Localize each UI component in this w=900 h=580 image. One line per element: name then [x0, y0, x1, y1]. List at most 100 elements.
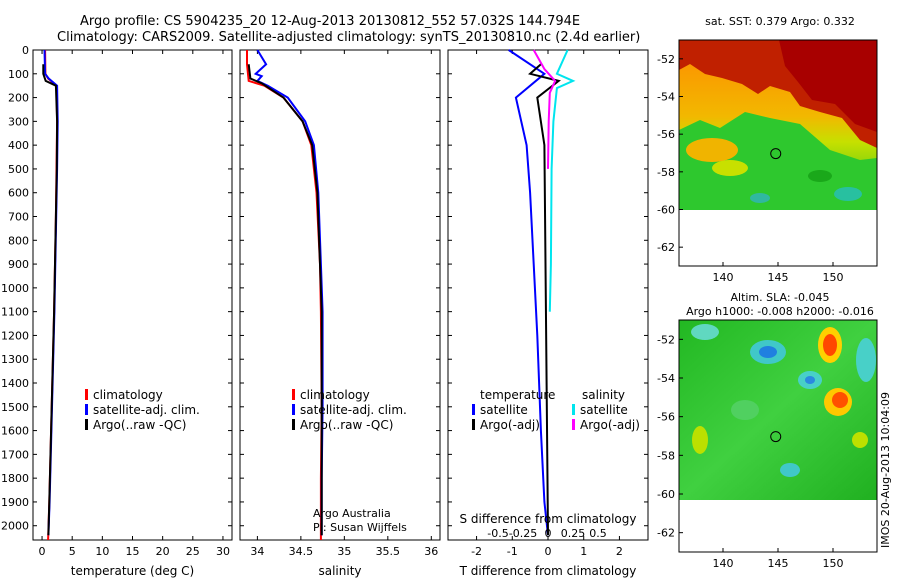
y-tick-label: 700 — [8, 211, 29, 224]
sla-map — [678, 319, 878, 553]
map-y-tick-label: -52 — [657, 53, 675, 66]
map-x-tick-label: 140 — [713, 271, 734, 284]
y-tick-label: 1800 — [1, 472, 29, 485]
legend-swatch — [292, 389, 295, 400]
y-tick-label: 1200 — [1, 329, 29, 342]
x-axis-label: salinity — [318, 564, 361, 578]
x-axis-label: temperature (deg C) — [71, 564, 194, 578]
y-tick-label: 1500 — [1, 401, 29, 414]
series-line-4 — [532, 49, 557, 169]
legend-swatch — [85, 389, 88, 400]
x-tick-label: 25 — [186, 545, 200, 558]
series-line-1 — [246, 50, 323, 540]
y-tick-label: 800 — [8, 234, 29, 247]
legend-swatch — [85, 404, 88, 415]
annotation-text: Argo Australia — [313, 507, 391, 520]
map-y-tick-label: -62 — [657, 527, 675, 540]
y-tick-label: 100 — [8, 68, 29, 81]
argo-location-marker — [770, 148, 782, 160]
x-tick-label: 0 — [545, 545, 552, 558]
y-tick-label: 2000 — [1, 520, 29, 533]
legend-swatch — [472, 404, 475, 415]
x-axis-label-secondary: S difference from climatology — [460, 512, 637, 526]
y-tick-label: 1100 — [1, 306, 29, 319]
map-x-tick-label: 140 — [713, 557, 734, 570]
annotation-text: PI: Susan Wijffels — [313, 521, 407, 534]
map-y-tick-label: -54 — [657, 372, 675, 385]
series-line-1 — [508, 49, 549, 536]
x-tick-label: -2 — [471, 545, 482, 558]
x-tick-label: 36 — [424, 545, 438, 558]
y-tick-label: 400 — [8, 139, 29, 152]
legend-label: satellite — [580, 403, 628, 417]
legend-swatch — [572, 404, 575, 415]
legend-swatch — [292, 404, 295, 415]
salinity-panel-frame — [239, 49, 441, 541]
x-tick-label: 30 — [216, 545, 230, 558]
legend-label: Argo(-adj) — [480, 418, 540, 432]
x-tick-label: 10 — [95, 545, 109, 558]
legend-swatch — [292, 419, 295, 430]
map-y-tick-label: -56 — [657, 411, 675, 424]
temperature-panel-frame — [32, 49, 233, 541]
legend-swatch — [572, 419, 575, 430]
series-line-2 — [253, 49, 324, 536]
x-tick-label: 20 — [156, 545, 170, 558]
x-tick-label: 35.5 — [376, 545, 401, 558]
sla-map-axes: -52 -54 -56 -58 -60 -62 140 145 150 — [657, 333, 843, 570]
chart-title-line2: Climatology: CARS2009. Satellite-adjuste… — [57, 30, 641, 45]
y-tick-label: 600 — [8, 187, 29, 200]
sla-map-title: Altim. SLA: -0.045 — [730, 291, 830, 304]
x-axis-label: T difference from climatology — [459, 564, 637, 578]
x-tick-label-secondary: -0.5 — [487, 527, 508, 540]
x-tick-label-secondary: 0.25 — [561, 527, 586, 540]
legend-label: climatology — [300, 388, 370, 402]
x-tick-label: -1 — [507, 545, 518, 558]
x-tick-label: 15 — [126, 545, 140, 558]
x-tick-label: 35 — [337, 545, 351, 558]
y-tick-label: 0 — [22, 44, 29, 57]
legend-label: Argo(-adj) — [580, 418, 640, 432]
map-y-tick-label: -52 — [657, 333, 675, 346]
map-y-tick-label: -60 — [657, 488, 675, 501]
series-line-3 — [548, 49, 576, 312]
y-tick-label: 500 — [8, 163, 29, 176]
legend-title-temperature: temperature — [480, 388, 555, 402]
salinity-plot: 34 34.5 35 35.5 36 salinity climatologysatelli… — [240, 49, 440, 578]
legend-label: satellite-adj. clim. — [93, 403, 200, 417]
chart-title-line1: Argo profile: CS 5904235_20 12-Aug-2013 … — [80, 14, 581, 29]
sst-map-title: sat. SST: 0.379 Argo: 0.332 — [705, 15, 855, 28]
map-y-tick-label: -54 — [657, 91, 675, 104]
series-line-3 — [42, 64, 59, 536]
differences-plot: -2 -1 0 1 2 T difference from climatology temp… — [448, 49, 648, 578]
y-tick-label: 1600 — [1, 425, 29, 438]
map-x-tick-label: 145 — [768, 557, 789, 570]
y-tick-label: 200 — [8, 92, 29, 105]
x-tick-label: 0 — [39, 545, 46, 558]
y-tick-label: 1300 — [1, 353, 29, 366]
temperature-plot: 0100200300400500600700800900100011001200… — [1, 44, 232, 578]
sla-heatmap-field — [679, 320, 877, 500]
legend-label: satellite — [480, 403, 528, 417]
map-y-tick-label: -58 — [657, 166, 675, 179]
map-y-tick-label: -62 — [657, 241, 675, 254]
x-tick-label-secondary: 0 — [545, 527, 552, 540]
y-tick-label: 1700 — [1, 448, 29, 461]
x-tick-label: 2 — [616, 545, 623, 558]
legend-label: Argo(..raw -QC) — [300, 418, 393, 432]
map-x-tick-label: 145 — [768, 271, 789, 284]
map-y-tick-label: -58 — [657, 449, 675, 462]
sst-map — [678, 39, 878, 267]
legend-label: satellite-adj. clim. — [300, 403, 407, 417]
x-tick-label-secondary: 0.5 — [589, 527, 607, 540]
map-x-tick-label: 150 — [823, 557, 844, 570]
argo-location-marker — [770, 431, 782, 443]
y-tick-label: 1900 — [1, 496, 29, 509]
imos-timestamp: IMOS 20-Aug-2013 10:04:09 — [879, 392, 892, 548]
sst-heatmap-field — [679, 40, 877, 210]
series-line-2 — [528, 63, 561, 536]
legend-title-salinity: salinity — [582, 388, 625, 402]
sst-map-axes: -52 -54 -56 -58 -60 -62 140 145 150 — [657, 53, 843, 284]
x-tick-label: 34.5 — [289, 545, 314, 558]
